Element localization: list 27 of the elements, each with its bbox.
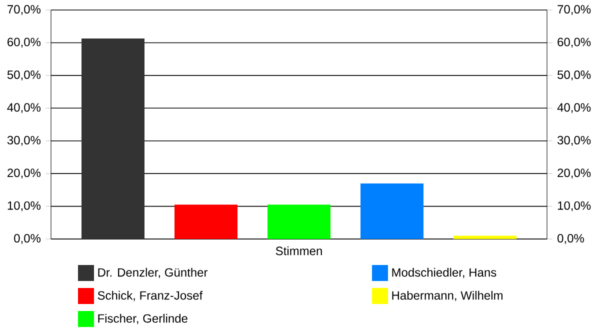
text: 10,0% [558, 201, 591, 212]
text: 70,0% [558, 5, 591, 15]
y-tick-label: 70,0% [8, 5, 41, 15]
y-tick-label: 60,0% [8, 38, 41, 48]
text: 40,0% [557, 103, 591, 114]
text: 0,0% [558, 234, 584, 244]
legend-label: Fischer, Gerlinde [98, 314, 188, 324]
x-tick-label: Stimmen [276, 246, 322, 256]
bar [360, 183, 424, 239]
y-tick-label: 10,0% [8, 201, 41, 212]
text: 50,0% [558, 70, 591, 80]
y-tick-label: 0,0% [14, 234, 41, 244]
y-tick-label: 40,0% [7, 103, 41, 114]
legend-label: Schick, Franz-Josef [98, 290, 203, 302]
legend-label: Modschiedler, Hans [392, 268, 496, 278]
y-tick-label: 20,0% [8, 168, 41, 179]
legend-label: Habermann, Wilhelm [392, 290, 502, 302]
text: 20,0% [558, 168, 591, 179]
text: 30,0% [558, 136, 591, 146]
bar [268, 204, 330, 239]
legend-label: Dr. Denzler, Günther [98, 268, 208, 278]
bar [454, 236, 516, 239]
text: 60,0% [558, 38, 591, 48]
bar [174, 204, 238, 239]
y-tick-label: 50,0% [7, 70, 41, 80]
y-tick-label: 30,0% [7, 136, 41, 146]
bar [82, 38, 144, 239]
